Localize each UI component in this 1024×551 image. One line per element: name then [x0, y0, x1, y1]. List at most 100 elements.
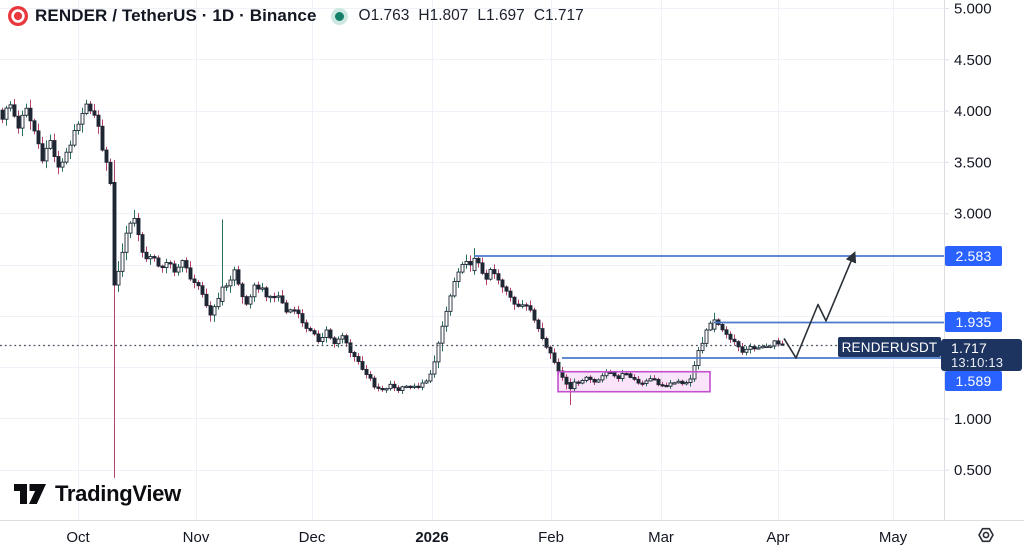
bar-countdown: 13:10:13 [951, 354, 1004, 370]
consolidation-box-fill [558, 371, 710, 392]
candle-down [632, 377, 637, 380]
candle-up [60, 161, 65, 168]
candle-down [112, 181, 117, 286]
candle-up [252, 284, 257, 298]
candle-down [564, 376, 569, 385]
candle-down [96, 114, 101, 127]
candle-down [348, 342, 353, 353]
candle-up [444, 310, 449, 327]
price-tick-label: 4.500 [954, 52, 992, 69]
tradingview-logo-icon [14, 484, 46, 504]
candle-down [188, 267, 193, 280]
time-tick-label: Feb [538, 529, 564, 546]
price-badge-support: 1.589 [945, 371, 1002, 391]
candle-down [508, 290, 513, 298]
candle-down [92, 110, 97, 116]
candle-down [192, 278, 197, 283]
candle-down [612, 371, 617, 377]
consolidation-zone-fill [558, 371, 710, 392]
candle-down [376, 386, 381, 389]
symbol-title[interactable]: RENDER / TetherUS · 1D · Binance [35, 6, 317, 25]
last-price-badge: 1.717 13:10:13 [941, 339, 1022, 371]
candle-up [120, 251, 125, 272]
candle-down [504, 286, 509, 292]
candle-up [436, 342, 441, 363]
candle-up [132, 217, 137, 224]
candle-down [328, 329, 333, 339]
time-scale[interactable] [0, 520, 1024, 551]
candle-down [548, 346, 553, 354]
price-tick-label: 0.500 [954, 462, 992, 479]
candle-down [200, 285, 205, 295]
candle-up [460, 263, 465, 273]
candle-up [700, 342, 705, 352]
candle-down [496, 273, 501, 281]
candle-up [24, 107, 29, 116]
candle-down [540, 328, 545, 340]
candle-down [12, 104, 17, 117]
candle-up [620, 373, 625, 379]
candle-down [396, 387, 401, 391]
drawings[interactable] [0, 251, 944, 393]
candles [0, 98, 785, 478]
candle-up [216, 297, 221, 308]
candle-down [588, 376, 593, 380]
candle-down [144, 251, 149, 260]
time-tick-label: Mar [648, 529, 674, 546]
candle-up [232, 269, 237, 281]
candle-down [300, 313, 305, 324]
candle-up [584, 376, 589, 381]
candle-down [536, 319, 541, 330]
candle-down [720, 324, 725, 331]
candle-up [604, 371, 609, 377]
candle-down [160, 265, 165, 269]
candle-up [572, 381, 577, 390]
candle-up [488, 269, 493, 280]
candle-down [52, 140, 57, 157]
candle-down [184, 260, 189, 269]
candle-up [768, 345, 773, 348]
candle-up [764, 345, 769, 348]
candle-up [704, 329, 709, 344]
grid-lines [0, 0, 944, 520]
candle-down [168, 262, 173, 265]
candle-down [576, 381, 581, 384]
candle-up [276, 295, 281, 298]
candle-down [664, 384, 669, 388]
candle-down [624, 373, 629, 376]
consolidation-zone-border[interactable] [557, 370, 711, 393]
candle-up [676, 380, 681, 384]
candle-up [116, 270, 121, 286]
candle-down [272, 295, 277, 299]
projection-arrow[interactable] [783, 251, 857, 359]
candle-down [368, 374, 373, 379]
candle-up [64, 151, 69, 163]
candle-down [380, 388, 385, 391]
time-tick-label: Dec [299, 529, 326, 546]
candle-down [108, 161, 113, 185]
candle-down [492, 269, 497, 275]
scale-settings-gear-icon[interactable] [976, 525, 996, 545]
candle-up [520, 304, 525, 307]
time-tick-label: Nov [183, 529, 210, 546]
candle-up [748, 346, 753, 350]
candle-down [636, 378, 641, 384]
ohlc-low: L1.697 [477, 7, 525, 24]
tradingview-watermark[interactable]: TradingView [13, 481, 181, 507]
candle-down [736, 341, 741, 348]
candle-down [88, 103, 93, 112]
candle-up [472, 257, 477, 272]
candle-down [364, 368, 369, 375]
candle-up [84, 103, 89, 114]
candle-up [756, 347, 761, 350]
candle-down [332, 337, 337, 345]
candle-up [456, 271, 461, 282]
price-badge-resistance: 1.935 [945, 312, 1002, 332]
price-badge-target: 2.583 [945, 246, 1002, 266]
candle-down [392, 383, 397, 389]
price-tick-label: 5.000 [954, 1, 992, 18]
candle-down [240, 283, 245, 298]
price-tick-label: 1.000 [954, 411, 992, 428]
